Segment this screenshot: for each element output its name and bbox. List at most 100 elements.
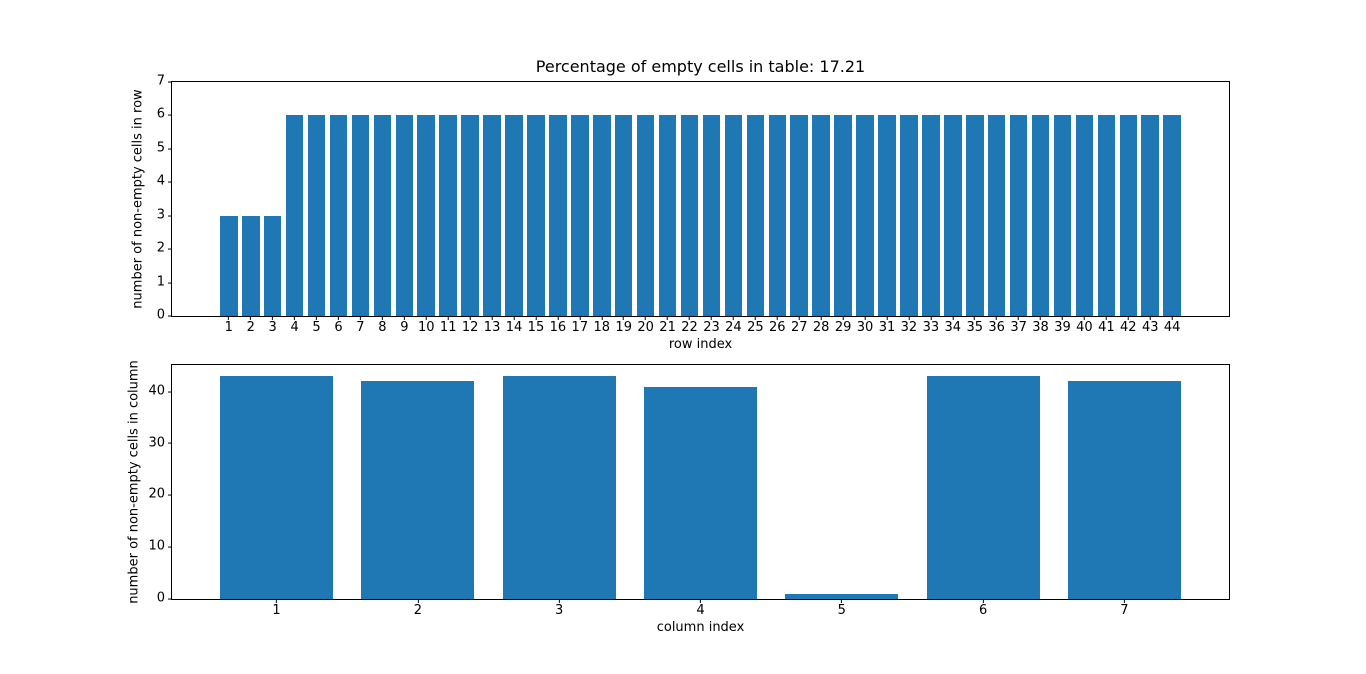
x-tick-label: 18 — [593, 320, 611, 335]
tick-mark — [1171, 316, 1173, 320]
x-tick-label: 1 — [224, 320, 233, 335]
y-tick-label: 0 — [156, 307, 165, 323]
x-tick-35: 35 — [966, 316, 983, 336]
bar-13 — [483, 115, 501, 316]
tick-mark — [417, 599, 419, 603]
bar-20 — [636, 115, 655, 316]
tick-mark — [864, 316, 866, 320]
tick-mark — [469, 316, 471, 320]
x-tick-label: 9 — [400, 320, 409, 335]
x-tick-6: 6 — [979, 599, 987, 619]
x-tick-label: 12 — [461, 320, 479, 335]
x-tick-label: 4 — [696, 603, 705, 618]
x-tick-40: 40 — [1076, 316, 1093, 336]
tick-mark — [513, 316, 515, 320]
tick-mark — [601, 316, 603, 320]
x-tick-29: 29 — [835, 316, 851, 336]
x-tick-label: 24 — [725, 320, 742, 335]
y-tick-0: 0 — [157, 591, 172, 607]
tick-mark — [1040, 316, 1042, 320]
tick-mark — [1149, 316, 1151, 320]
y-tick-label: 10 — [148, 538, 165, 554]
tick-mark — [908, 316, 910, 320]
x-tick-42: 42 — [1120, 316, 1137, 336]
bar-40 — [1075, 115, 1094, 316]
tick-mark — [732, 316, 734, 320]
x-tick-5: 5 — [838, 599, 846, 619]
y-tick-3: 3 — [157, 207, 172, 223]
tick-mark — [168, 248, 172, 250]
tick-mark — [294, 316, 296, 320]
x-tick-label: 3 — [268, 320, 277, 335]
tick-mark — [1018, 316, 1020, 320]
bar-27 — [790, 115, 808, 316]
x-tick-label: 31 — [878, 320, 896, 335]
bar-33 — [922, 115, 940, 316]
tick-mark — [700, 599, 701, 603]
bar-22 — [680, 115, 699, 316]
x-tick-label: 30 — [856, 320, 874, 335]
tick-mark — [168, 114, 172, 116]
row-chart-axes: Percentage of empty cells in table: 17.2… — [131, 57, 1230, 352]
bar-4 — [285, 115, 304, 316]
x-tick-label: 5 — [837, 603, 846, 618]
bar-30 — [856, 115, 874, 316]
x-tick-label: 6 — [334, 320, 343, 335]
y-tick-label: 4 — [156, 173, 165, 189]
x-tick-label: 15 — [527, 320, 545, 335]
bar-18 — [593, 115, 611, 316]
bar-8 — [373, 115, 392, 316]
bar-16 — [549, 115, 567, 316]
x-tick-17: 17 — [572, 316, 588, 336]
x-tick-label: 22 — [681, 320, 698, 335]
tick-mark — [276, 599, 278, 603]
y-tick-1: 1 — [156, 274, 172, 290]
x-tick-label: 2 — [246, 320, 255, 335]
x-tick-14: 14 — [506, 316, 522, 336]
tick-mark — [168, 391, 172, 393]
bar-25 — [746, 115, 765, 316]
y-tick-label: 40 — [148, 383, 165, 399]
y-tick-label: 1 — [156, 274, 165, 290]
x-tick-label: 13 — [483, 320, 501, 335]
bar-42 — [1119, 115, 1138, 316]
x-tick-label: 11 — [439, 320, 457, 335]
tick-mark — [1127, 316, 1129, 320]
bar-6 — [329, 115, 348, 316]
x-tick-31: 31 — [878, 316, 896, 336]
tick-mark — [1105, 316, 1107, 320]
x-tick-11: 11 — [439, 316, 457, 336]
tick-mark — [168, 81, 172, 83]
tick-mark — [667, 316, 669, 320]
tick-mark — [930, 316, 932, 320]
bar-31 — [878, 115, 896, 316]
bar-44 — [1163, 115, 1181, 316]
y-tick-7: 7 — [157, 74, 172, 90]
bar-19 — [614, 115, 633, 316]
x-tick-label: 43 — [1141, 320, 1159, 335]
tick-mark — [316, 316, 318, 320]
x-tick-label: 41 — [1098, 320, 1115, 335]
tick-mark — [425, 316, 427, 320]
x-tick-label: 7 — [1120, 603, 1129, 618]
x-tick-10: 10 — [418, 316, 435, 336]
bar-7 — [1067, 381, 1181, 599]
tick-mark — [974, 316, 976, 320]
x-tick-label: 20 — [637, 320, 654, 335]
x-tick-23: 23 — [703, 316, 720, 336]
tick-mark — [491, 316, 493, 320]
bar-1 — [220, 376, 334, 599]
bar-36 — [987, 115, 1006, 316]
tick-mark — [535, 316, 537, 320]
y-tick-20: 20 — [148, 487, 172, 503]
bar-39 — [1053, 115, 1072, 316]
bar-34 — [944, 115, 962, 316]
x-tick-24: 24 — [725, 316, 742, 336]
bar-1 — [220, 215, 238, 316]
bar-4 — [643, 386, 758, 599]
tick-mark — [359, 316, 361, 320]
tick-mark — [776, 316, 778, 320]
x-tick-7: 7 — [1120, 599, 1129, 619]
x-tick-19: 19 — [615, 316, 632, 336]
